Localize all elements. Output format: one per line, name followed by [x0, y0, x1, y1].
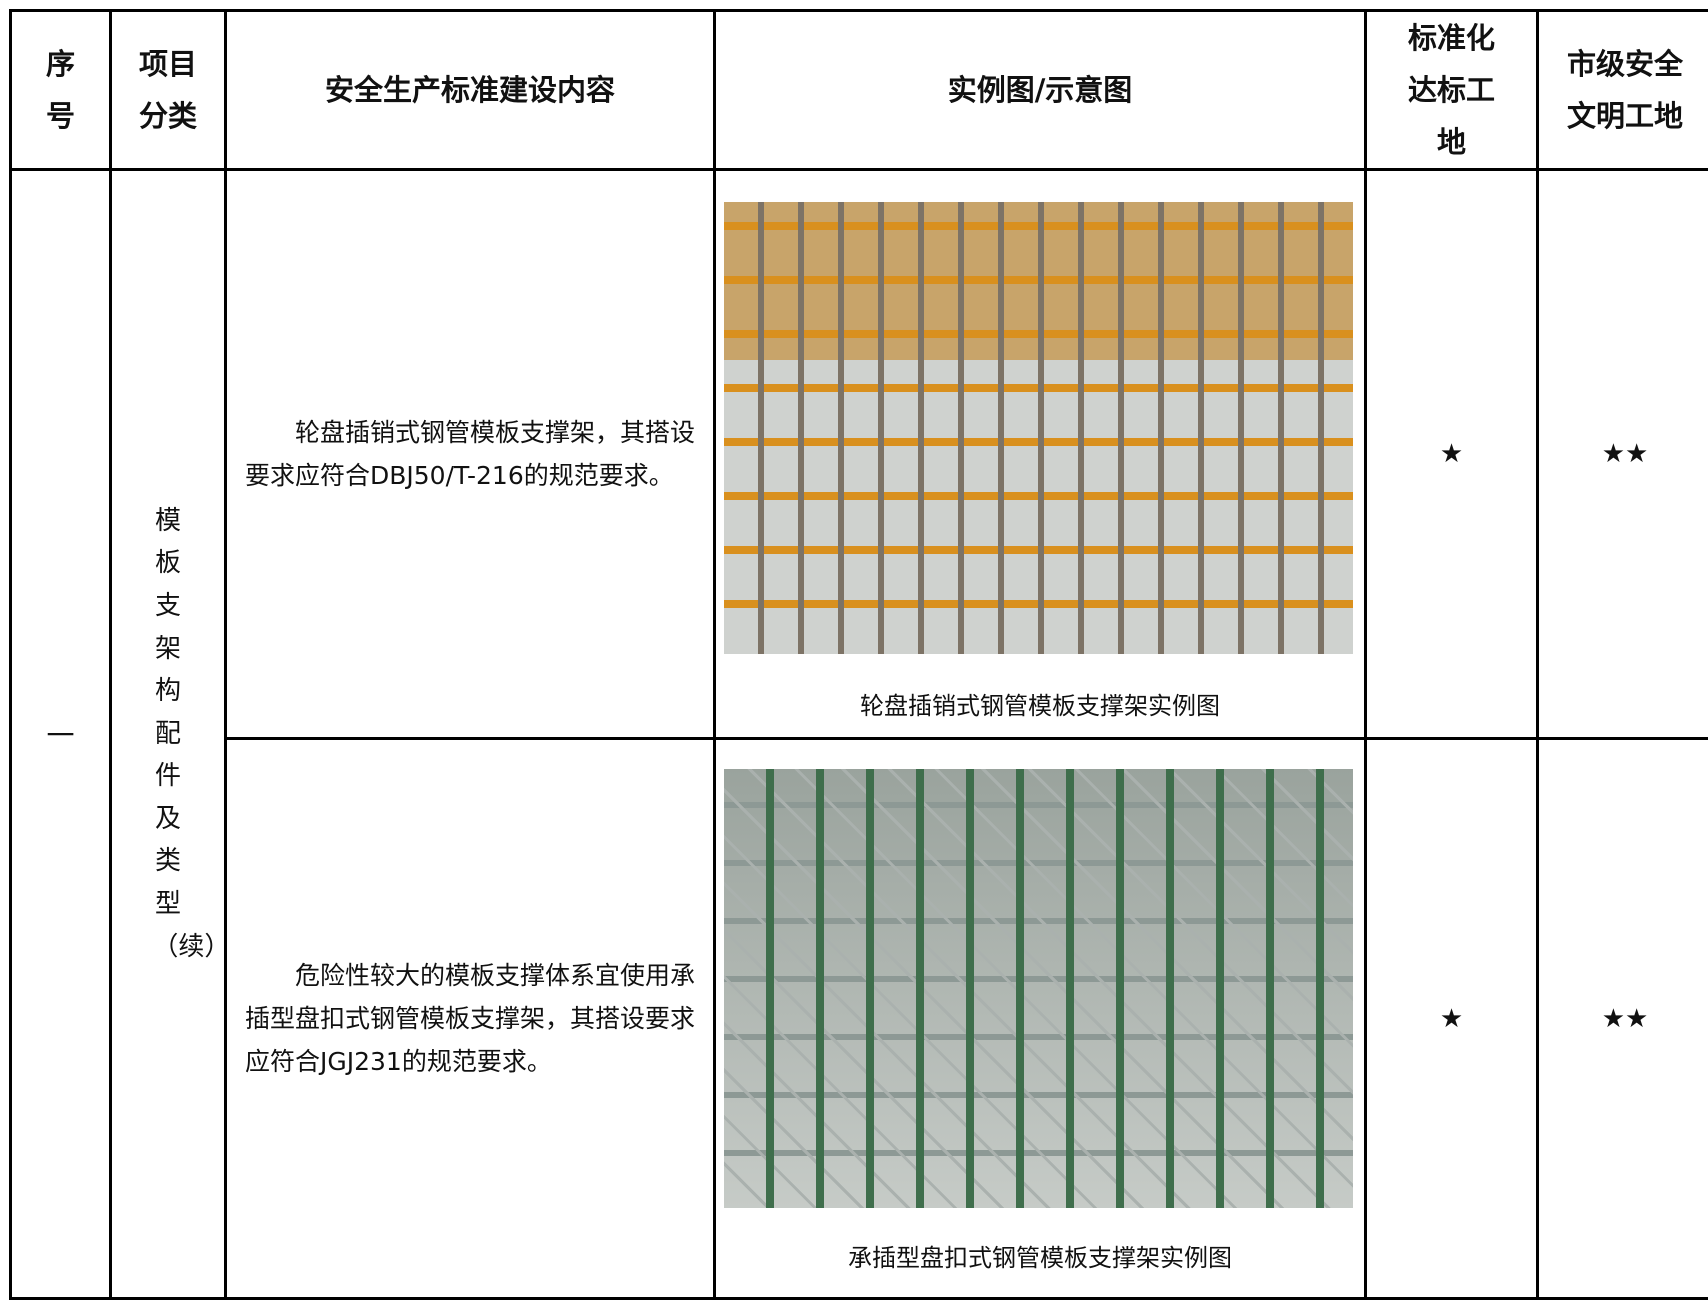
- content: 危险性较大的模板支撑体系宜使用承插型盘扣式钢管模板支撑架，其搭设要求应符合JGJ…: [226, 739, 715, 1299]
- standard-rating: ★: [1366, 739, 1538, 1299]
- caption: 承插型盘扣式钢管模板支撑架实例图: [716, 1238, 1364, 1273]
- city-rating: ★★: [1538, 739, 1708, 1299]
- header-text: 安全生产标准建设内容: [227, 64, 713, 116]
- header-cell: 实例图/示意图: [715, 11, 1366, 170]
- number: 一: [46, 719, 74, 752]
- photo: [724, 769, 1353, 1208]
- content: 轮盘插销式钢管模板支撑架，其搭设要求应符合DBJ50/T-216的规范要求。: [226, 170, 715, 739]
- page: 序号 项目分类 安全生产标准建设内容 实例图/示意图 标准化达标工地 市级安全文…: [0, 0, 1708, 1255]
- header-cell: 序号: [11, 11, 111, 170]
- standards-table: 序号 项目分类 安全生产标准建设内容 实例图/示意图 标准化达标工地 市级安全文…: [9, 9, 1708, 1300]
- row: 危险性较大的模板支撑体系宜使用承插型盘扣式钢管模板支撑架，其搭设要求应符合JGJ…: [11, 739, 1708, 1299]
- header-text: 项目分类: [139, 38, 197, 142]
- photo: [724, 202, 1353, 654]
- image-cell: 承插型盘扣式钢管模板支撑架实例图: [715, 739, 1366, 1299]
- row: 一 模板支架构配件及类型（续） 轮盘插销式钢管模板支撑架，其搭设要求应符合DBJ…: [11, 170, 1708, 739]
- number-cell: 一: [11, 170, 111, 1299]
- category: 模板支架构配件及类型（续）: [152, 500, 183, 969]
- category-cell: 模板支架构配件及类型（续）: [111, 170, 226, 1299]
- city-rating: ★★: [1538, 170, 1708, 739]
- header-cell: 市级安全文明工地: [1538, 11, 1708, 170]
- header-text: 实例图/示意图: [716, 64, 1364, 116]
- header-text: 标准化达标工地: [1408, 12, 1495, 168]
- standard-rating: ★: [1366, 170, 1538, 739]
- header-text: 序号: [46, 38, 75, 142]
- header-cell: 标准化达标工地: [1366, 11, 1538, 170]
- header-row: 序号 项目分类 安全生产标准建设内容 实例图/示意图 标准化达标工地 市级安全文…: [11, 11, 1708, 170]
- header-text: 市级安全文明工地: [1567, 38, 1683, 142]
- caption: 轮盘插销式钢管模板支撑架实例图: [716, 686, 1364, 721]
- header-cell: 项目分类: [111, 11, 226, 170]
- image-cell: 轮盘插销式钢管模板支撑架实例图: [715, 170, 1366, 739]
- header-cell: 安全生产标准建设内容: [226, 11, 715, 170]
